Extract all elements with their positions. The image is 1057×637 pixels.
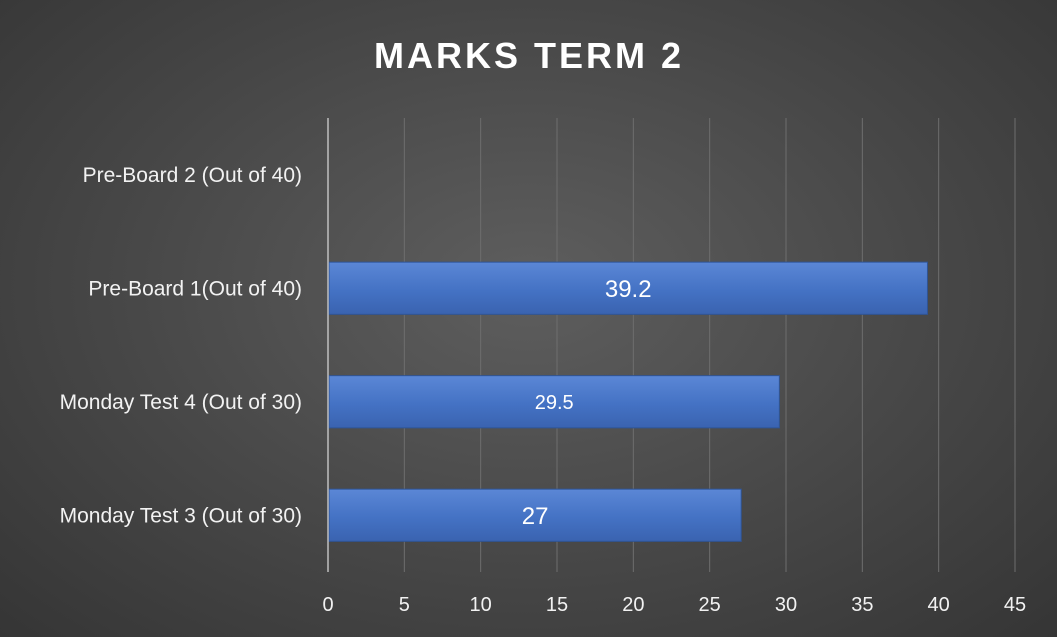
category-label: Pre-Board 2 (Out of 40) [83,164,302,187]
category-label: Monday Test 3 (Out of 30) [60,504,302,527]
bars [328,261,928,542]
x-tick-label: 15 [546,594,568,616]
data-label: 39.2 [605,276,652,303]
x-tick-label: 45 [1004,594,1026,616]
gridlines [403,118,1016,572]
bar [328,375,780,429]
x-tick-label: 10 [470,594,492,616]
category-label: Pre-Board 1(Out of 40) [88,277,302,300]
category-label: Monday Test 4 (Out of 30) [60,391,302,414]
chart-title: MARKS TERM 2 [374,35,684,76]
x-tick-label: 35 [851,594,873,616]
data-label: 29.5 [535,392,574,414]
x-tick-label: 0 [322,594,333,616]
x-tick-label: 30 [775,594,797,616]
labels: 0 5 10 15 20 25 30 35 40 45 Pre-Board 2 (Out of 40… [60,164,1027,616]
x-tick-label: 5 [399,594,410,616]
x-tick-label: 25 [699,594,721,616]
bar [328,488,742,542]
bar [328,261,928,315]
x-tick-label: 40 [928,594,950,616]
x-tick-label: 20 [622,594,644,616]
data-label: 27 [522,503,549,530]
